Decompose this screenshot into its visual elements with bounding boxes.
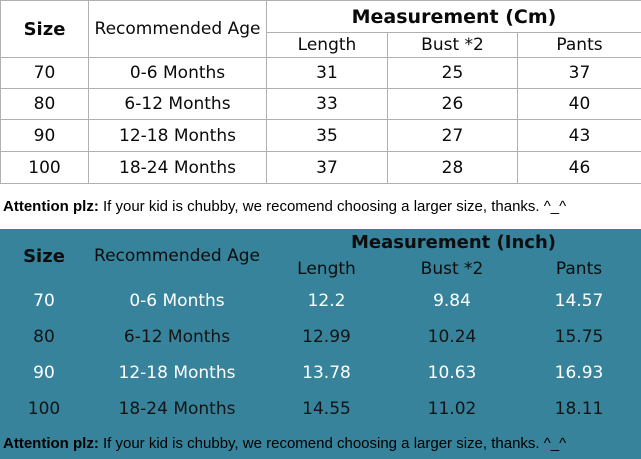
table-row: 70 0-6 Months 12.2 9.84 14.57	[0, 283, 641, 319]
cell-bust: 28	[387, 151, 518, 184]
inch-subheader-row: Length Bust *2 Pants	[0, 255, 641, 283]
cell-length: 31	[266, 57, 388, 89]
cell-pants: 16.93	[554, 363, 604, 383]
cm-header-length: Length	[266, 32, 388, 58]
table-row: 90 12-18 Months 13.78 10.63 16.93	[0, 355, 641, 391]
cell-bust: 10.24	[427, 327, 477, 347]
cell-bust: 11.02	[427, 399, 477, 419]
table-row: 80 6-12 Months 33 26 40	[0, 88, 641, 120]
table-row: 100 18-24 Months 14.55 11.02 18.11	[0, 391, 641, 427]
cell-length: 35	[266, 119, 388, 152]
cell-length: 12.99	[302, 327, 351, 347]
cell-pants: 43	[517, 119, 641, 152]
cm-size-table: Size Recommended Age Measurement (Cm) Le…	[0, 0, 641, 184]
cell-age: 18-24 Months	[88, 151, 267, 184]
attention-label: Attention plz:	[3, 435, 99, 452]
inch-attention-note: Attention plz: If your kid is chubby, we…	[0, 427, 641, 459]
cell-length: 12.2	[307, 291, 346, 311]
cell-size: 70	[33, 291, 55, 311]
cell-size: 90	[33, 363, 55, 383]
cm-header-pants: Pants	[517, 32, 641, 58]
cm-header-bust: Bust *2	[387, 32, 518, 58]
inch-section: Size Recommended Age Measurement (Inch) …	[0, 229, 641, 459]
table-row: 80 6-12 Months 12.99 10.24 15.75	[0, 319, 641, 355]
cell-bust: 10.63	[427, 363, 477, 383]
inch-header-bust: Bust *2	[420, 259, 484, 279]
cell-age: 0-6 Months	[129, 291, 225, 311]
cell-age: 18-24 Months	[118, 399, 236, 419]
table-row: 70 0-6 Months 31 25 37	[0, 57, 641, 89]
attention-text: If your kid is chubby, we recomend choos…	[98, 435, 567, 452]
cell-age: 6-12 Months	[123, 327, 231, 347]
cm-header-age: Recommended Age	[88, 0, 267, 58]
inch-header-row: Size Recommended Age Measurement (Inch)	[0, 229, 641, 267]
cell-size: 100	[0, 151, 89, 184]
cell-length: 14.55	[302, 399, 351, 419]
cell-length: 13.78	[302, 363, 351, 383]
cell-size: 80	[33, 327, 55, 347]
table-row: 90 12-18 Months 35 27 43	[0, 119, 641, 152]
cell-age: 12-18 Months	[88, 119, 267, 152]
inch-header-measurement: Measurement (Inch)	[351, 231, 556, 253]
cell-size: 100	[27, 399, 61, 419]
cell-size: 90	[0, 119, 89, 152]
cell-length: 33	[266, 88, 388, 120]
cell-bust: 25	[387, 57, 518, 89]
cell-age: 6-12 Months	[88, 88, 267, 120]
cell-length: 37	[266, 151, 388, 184]
cell-age: 0-6 Months	[88, 57, 267, 89]
table-row: 100 18-24 Months 37 28 46	[0, 151, 641, 184]
cell-pants: 14.57	[554, 291, 604, 311]
inch-header-age: Recommended Age	[94, 246, 260, 266]
inch-size-table: Size Recommended Age Measurement (Inch) …	[0, 229, 641, 427]
attention-label: Attention plz:	[3, 198, 99, 215]
cm-attention-note: Attention plz: If your kid is chubby, we…	[0, 184, 641, 229]
inch-header-size: Size	[23, 245, 65, 267]
cell-size: 80	[0, 88, 89, 120]
cell-age: 12-18 Months	[118, 363, 236, 383]
cell-bust: 27	[387, 119, 518, 152]
cm-header-row: Size Recommended Age Measurement (Cm)	[0, 0, 641, 58]
cell-bust: 9.84	[433, 291, 471, 311]
cell-pants: 40	[517, 88, 641, 120]
inch-header-pants: Pants	[555, 259, 603, 279]
cell-size: 70	[0, 57, 89, 89]
cell-bust: 26	[387, 88, 518, 120]
cell-pants: 18.11	[554, 399, 604, 419]
inch-header-length: Length	[297, 259, 356, 279]
cell-pants: 37	[517, 57, 641, 89]
cell-pants: 46	[517, 151, 641, 184]
attention-text: If your kid is chubby, we recomend choos…	[98, 198, 567, 215]
cm-header-size: Size	[0, 0, 89, 58]
cm-header-measurement: Measurement (Cm)	[266, 0, 641, 33]
cell-pants: 15.75	[554, 327, 604, 347]
